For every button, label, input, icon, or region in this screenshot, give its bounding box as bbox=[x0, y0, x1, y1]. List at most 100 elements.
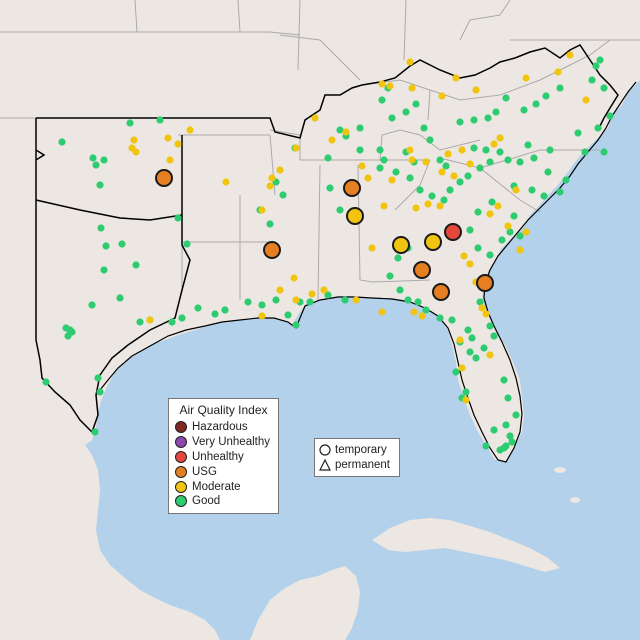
site-marker-good[interactable] bbox=[62, 324, 70, 332]
site-marker-good[interactable] bbox=[388, 114, 396, 122]
site-marker-moderate[interactable] bbox=[328, 136, 336, 144]
site-marker-moderate[interactable] bbox=[466, 260, 474, 268]
site-marker-good[interactable] bbox=[436, 314, 444, 322]
site-marker-moderate[interactable] bbox=[174, 140, 182, 148]
site-marker-good[interactable] bbox=[380, 156, 388, 164]
site-marker-good[interactable] bbox=[574, 129, 582, 137]
site-marker-moderate[interactable] bbox=[408, 84, 416, 92]
site-marker-moderate[interactable] bbox=[358, 162, 366, 170]
site-marker-moderate[interactable] bbox=[292, 296, 300, 304]
site-marker-good[interactable] bbox=[490, 426, 498, 434]
site-marker-moderate[interactable] bbox=[438, 168, 446, 176]
site-marker-good[interactable] bbox=[596, 56, 604, 64]
site-marker-good[interactable] bbox=[183, 240, 191, 248]
site-marker-good[interactable] bbox=[414, 298, 422, 306]
site-marker-good[interactable] bbox=[516, 232, 524, 240]
site-marker-good[interactable] bbox=[508, 438, 516, 446]
site-marker-good[interactable] bbox=[446, 186, 454, 194]
site-marker-good[interactable] bbox=[378, 96, 386, 104]
site-marker-large-usg[interactable] bbox=[263, 241, 281, 259]
site-marker-good[interactable] bbox=[376, 146, 384, 154]
site-marker-good[interactable] bbox=[466, 226, 474, 234]
site-marker-moderate[interactable] bbox=[308, 290, 316, 298]
site-marker-good[interactable] bbox=[462, 388, 470, 396]
site-marker-moderate[interactable] bbox=[444, 150, 452, 158]
site-marker-moderate[interactable] bbox=[460, 252, 468, 260]
site-marker-moderate[interactable] bbox=[386, 82, 394, 90]
site-marker-moderate[interactable] bbox=[292, 144, 300, 152]
site-marker-moderate[interactable] bbox=[424, 200, 432, 208]
site-marker-moderate[interactable] bbox=[290, 274, 298, 282]
site-marker-good[interactable] bbox=[516, 158, 524, 166]
site-marker-good[interactable] bbox=[168, 318, 176, 326]
site-marker-good[interactable] bbox=[118, 240, 126, 248]
site-marker-good[interactable] bbox=[452, 368, 460, 376]
site-marker-good[interactable] bbox=[500, 376, 508, 384]
site-marker-good[interactable] bbox=[544, 168, 552, 176]
site-marker-moderate[interactable] bbox=[266, 182, 274, 190]
site-marker-good[interactable] bbox=[530, 154, 538, 162]
site-marker-moderate[interactable] bbox=[378, 80, 386, 88]
site-marker-large-moderate[interactable] bbox=[392, 236, 410, 254]
site-marker-good[interactable] bbox=[540, 192, 548, 200]
site-marker-moderate[interactable] bbox=[164, 134, 172, 142]
site-marker-good[interactable] bbox=[502, 421, 510, 429]
site-marker-good[interactable] bbox=[510, 212, 518, 220]
site-marker-good[interactable] bbox=[178, 314, 186, 322]
site-marker-good[interactable] bbox=[472, 354, 480, 362]
site-marker-good[interactable] bbox=[326, 184, 334, 192]
site-marker-good[interactable] bbox=[416, 186, 424, 194]
site-marker-good[interactable] bbox=[68, 328, 76, 336]
site-marker-moderate[interactable] bbox=[408, 156, 416, 164]
site-marker-good[interactable] bbox=[506, 432, 514, 440]
site-marker-good[interactable] bbox=[284, 311, 292, 319]
site-marker-moderate[interactable] bbox=[311, 114, 319, 122]
site-marker-good[interactable] bbox=[492, 108, 500, 116]
site-marker-good[interactable] bbox=[532, 100, 540, 108]
site-marker-moderate[interactable] bbox=[276, 286, 284, 294]
site-marker-good[interactable] bbox=[486, 322, 494, 330]
site-marker-good[interactable] bbox=[456, 178, 464, 186]
site-marker-moderate[interactable] bbox=[496, 134, 504, 142]
site-marker-moderate[interactable] bbox=[130, 136, 138, 144]
site-marker-good[interactable] bbox=[500, 444, 508, 452]
site-marker-good[interactable] bbox=[466, 348, 474, 356]
site-marker-good[interactable] bbox=[91, 428, 99, 436]
site-marker-good[interactable] bbox=[474, 244, 482, 252]
site-marker-good[interactable] bbox=[96, 388, 104, 396]
site-marker-good[interactable] bbox=[258, 301, 266, 309]
site-marker-moderate[interactable] bbox=[554, 68, 562, 76]
site-marker-moderate[interactable] bbox=[320, 286, 328, 294]
site-marker-good[interactable] bbox=[420, 124, 428, 132]
site-marker-good[interactable] bbox=[394, 254, 402, 262]
site-marker-moderate[interactable] bbox=[490, 140, 498, 148]
site-marker-moderate[interactable] bbox=[352, 296, 360, 304]
site-marker-good[interactable] bbox=[94, 374, 102, 382]
site-marker-good[interactable] bbox=[306, 298, 314, 306]
site-marker-good[interactable] bbox=[386, 272, 394, 280]
site-marker-good[interactable] bbox=[440, 196, 448, 204]
site-marker-good[interactable] bbox=[426, 136, 434, 144]
site-marker-large-usg[interactable] bbox=[343, 179, 361, 197]
site-marker-good[interactable] bbox=[520, 106, 528, 114]
site-marker-good[interactable] bbox=[341, 296, 349, 304]
site-marker-good[interactable] bbox=[156, 116, 164, 124]
site-marker-good[interactable] bbox=[470, 144, 478, 152]
site-marker-good[interactable] bbox=[436, 156, 444, 164]
site-marker-good[interactable] bbox=[486, 251, 494, 259]
site-marker-good[interactable] bbox=[498, 236, 506, 244]
site-marker-good[interactable] bbox=[116, 294, 124, 302]
site-marker-good[interactable] bbox=[528, 186, 536, 194]
site-marker-good[interactable] bbox=[356, 146, 364, 154]
site-marker-moderate[interactable] bbox=[166, 156, 174, 164]
site-marker-large-usg[interactable] bbox=[476, 274, 494, 292]
site-marker-good[interactable] bbox=[470, 116, 478, 124]
site-marker-good[interactable] bbox=[422, 306, 430, 314]
site-marker-good[interactable] bbox=[490, 332, 498, 340]
site-marker-moderate[interactable] bbox=[458, 146, 466, 154]
site-marker-moderate[interactable] bbox=[422, 158, 430, 166]
site-marker-moderate[interactable] bbox=[450, 172, 458, 180]
site-marker-good[interactable] bbox=[126, 119, 134, 127]
site-marker-moderate[interactable] bbox=[504, 222, 512, 230]
site-marker-good[interactable] bbox=[581, 148, 589, 156]
